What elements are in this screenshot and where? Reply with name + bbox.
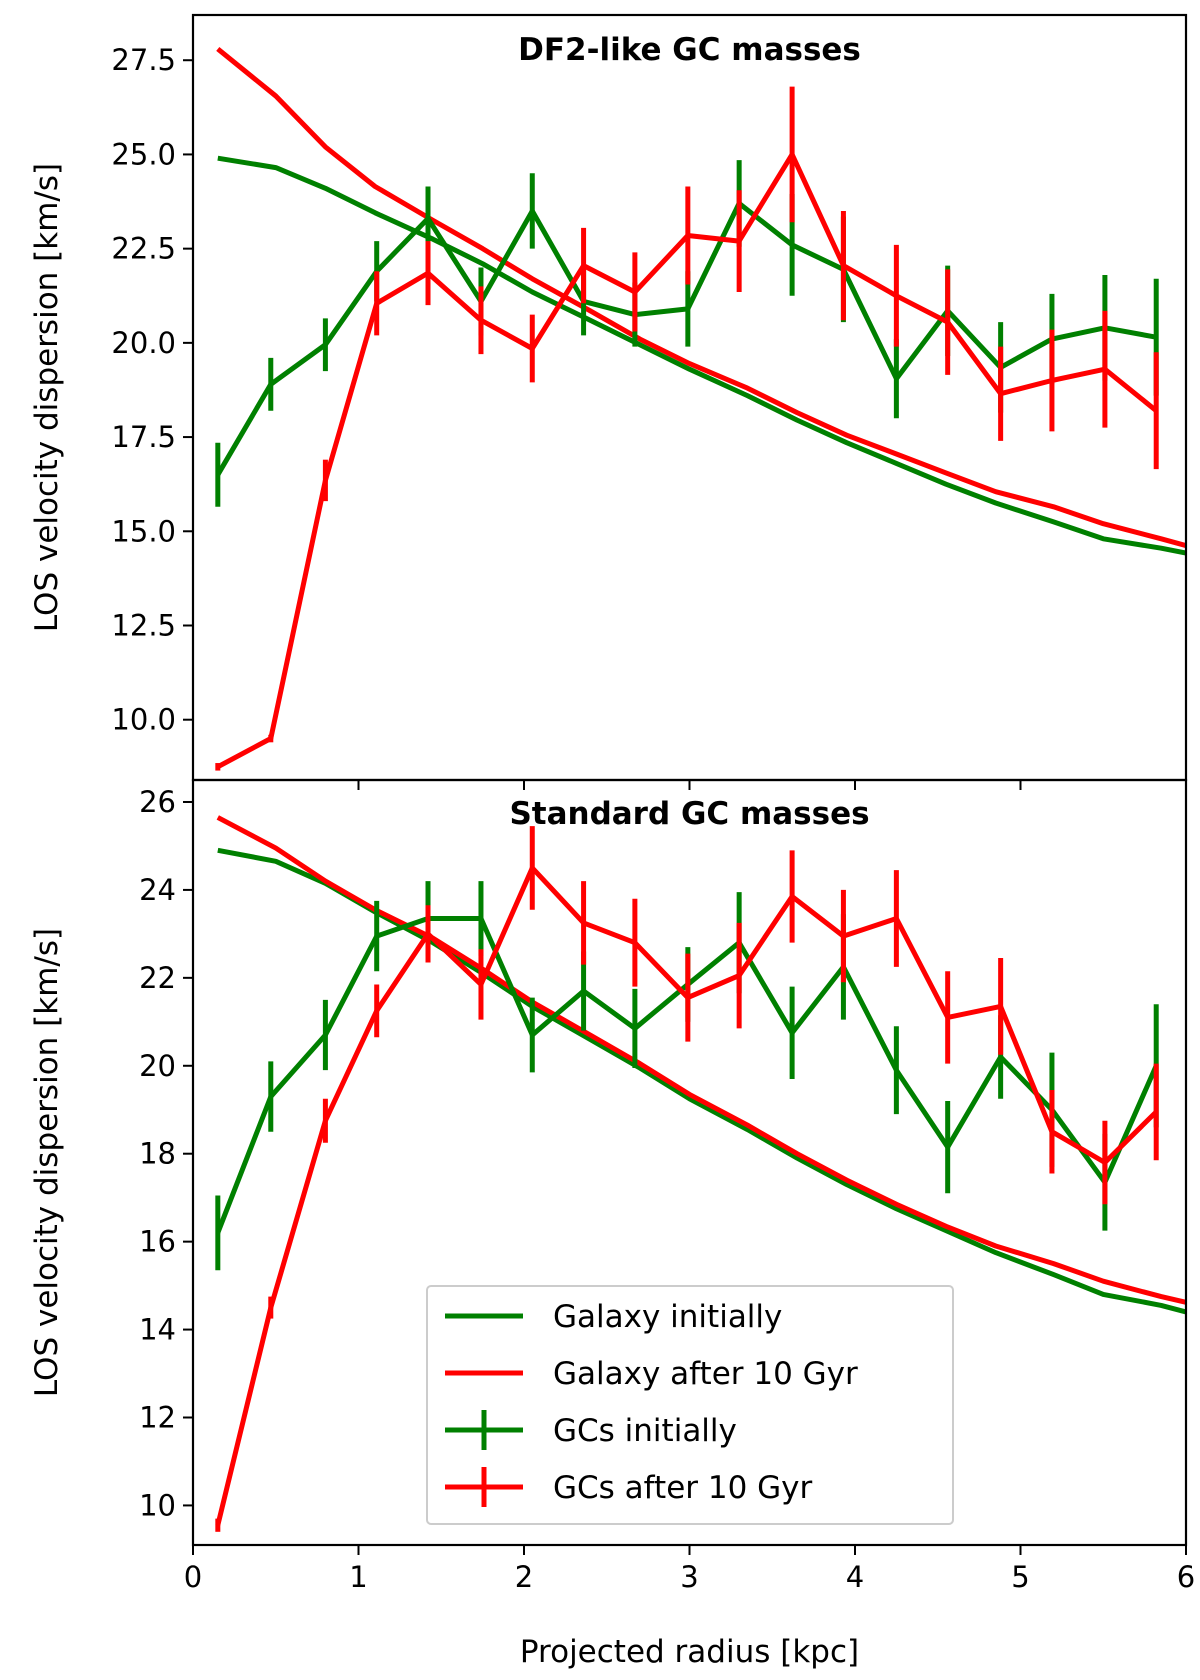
panel-top-y-tick-label: 22.5 [111, 232, 176, 266]
panel-bottom-series-line [215, 865, 1158, 1526]
legend-label: Galaxy initially [553, 1299, 782, 1335]
panel-top-y-tick-label: 10.0 [111, 703, 176, 737]
panel-bottom-series [215, 815, 1186, 1532]
panel-top-y-axis-label: LOS velocity dispersion [km/s] [29, 163, 65, 632]
legend-label: Galaxy after 10 Gyr [553, 1356, 858, 1392]
panel-bottom-y-tick-label: 10 [139, 1488, 176, 1522]
legend-entry: Galaxy after 10 Gyr [445, 1356, 858, 1392]
legend-items: Galaxy initially Galaxy after 10 Gyr GCs i… [445, 1299, 858, 1507]
panel-bottom-series-line [216, 815, 1186, 1305]
legend: Galaxy initially Galaxy after 10 Gyr GCs i… [426, 1285, 954, 1525]
panel-top: 10.0 12.5 15.0 17.5 20.0 22.5 25.0 27.5 DF2-lik… [29, 13, 1188, 790]
panel-top-series-line [216, 46, 1186, 549]
panel-bottom-x-tick-label: 2 [515, 1560, 533, 1594]
panel-bottom-x-tick-label: 0 [184, 1560, 202, 1594]
panel-top-y-tick-label: 25.0 [111, 137, 176, 171]
panel-top-y-tick-label: 17.5 [111, 420, 176, 454]
panel-bottom-x-tick-label: 3 [680, 1560, 698, 1594]
legend-entry: GCs initially [445, 1410, 737, 1450]
legend-label: GCs initially [553, 1413, 737, 1449]
panel-top-series [215, 46, 1186, 771]
panel-bottom-y-tick-label: 12 [139, 1401, 176, 1435]
panel-bottom-series-galaxy-after-10-gyr [216, 815, 1186, 1305]
panel-bottom-y-tick-label: 14 [139, 1313, 176, 1347]
legend-label: GCs after 10 Gyr [553, 1470, 813, 1506]
panel-bottom-y-tick-label: 22 [139, 961, 176, 995]
panel-top-series-gcs-after-10-gyr [215, 86, 1159, 771]
panel-bottom-x-tick-label: 6 [1177, 1560, 1195, 1594]
panel-bottom-x-tick-label: 4 [846, 1560, 864, 1594]
panel-top-ticks: 10.0 12.5 15.0 17.5 20.0 22.5 25.0 27.5 [111, 43, 1022, 790]
panel-top-series-galaxy-initially [217, 155, 1186, 556]
panel-bottom-title: Standard GC masses [509, 796, 869, 832]
panel-bottom-y-tick-label: 26 [139, 785, 176, 819]
panel-top-series-galaxy-after-10-gyr [216, 46, 1186, 549]
panel-bottom-y-tick-label: 24 [139, 873, 176, 907]
panel-top-y-tick-label: 20.0 [111, 326, 176, 360]
panel-bottom-y-axis-label: LOS velocity dispersion [km/s] [29, 928, 65, 1397]
panel-top-y-tick-label: 12.5 [111, 608, 176, 642]
panel-bottom-y-tick-label: 18 [139, 1137, 176, 1171]
legend-box [426, 1285, 954, 1525]
legend-entry: Galaxy initially [445, 1299, 782, 1335]
panel-top-y-tick-label: 27.5 [111, 43, 176, 77]
legend-entry: GCs after 10 Gyr [445, 1467, 813, 1507]
panel-bottom-x-tick-label: 5 [1011, 1560, 1029, 1594]
panel-bottom-x-tick-label: 1 [349, 1560, 367, 1594]
panel-top-series-line [216, 151, 1158, 770]
panel-bottom-series-gcs-after-10-gyr [215, 826, 1159, 1532]
panel-top-y-tick-label: 15.0 [111, 514, 176, 548]
x-axis-label: Projected radius [kpc] [520, 1634, 859, 1670]
panel-top-series-line [217, 155, 1186, 556]
panel-bottom-y-tick-label: 20 [139, 1049, 176, 1083]
panel-top-title: DF2-like GC masses [518, 32, 861, 68]
panel-bottom-y-tick-label: 16 [139, 1225, 176, 1259]
